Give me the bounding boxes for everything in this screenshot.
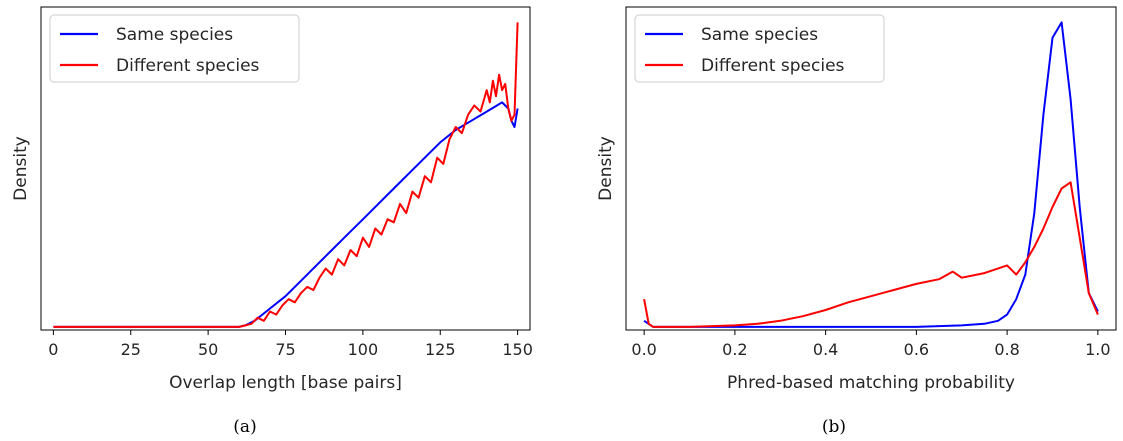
- legend-label-a-same: Same species: [116, 25, 233, 45]
- x-tick-label: 150: [502, 340, 533, 359]
- legend-box-b: [634, 14, 885, 83]
- x-ticks-a: 0 25 50 75 100 125 150: [48, 330, 533, 359]
- y-axis-label-b: Density: [596, 136, 616, 201]
- caption-b: (b): [822, 417, 846, 437]
- x-tick-label: 100: [348, 340, 379, 359]
- series-lines-a: [53, 22, 519, 328]
- x-ticks-b: 0.0 0.2 0.4 0.6 0.8 1.0: [631, 330, 1111, 359]
- series-lines-b: [643, 21, 1099, 328]
- panel-a: 0 25 50 75 100 125 150 Overlap length [base pa…: [11, 6, 533, 437]
- x-tick-label: 0.4: [813, 340, 838, 359]
- caption-a: (a): [233, 417, 256, 437]
- x-tick-label: 50: [198, 340, 218, 359]
- x-tick-label: 0.2: [722, 340, 747, 359]
- x-tick-label: 125: [425, 340, 456, 359]
- x-tick-label: 0: [48, 340, 58, 359]
- legend-a: Same species Different species: [49, 14, 300, 83]
- panel-b: 0.0 0.2 0.4 0.6 0.8 1.0 Phred-based matching …: [596, 6, 1117, 437]
- x-tick-label: 25: [121, 340, 141, 359]
- x-tick-label: 1.0: [1085, 340, 1110, 359]
- series-line-same-species: [643, 21, 1099, 328]
- legend-label-b-same: Same species: [701, 25, 818, 45]
- series-line-different-species: [643, 181, 1099, 328]
- x-axis-label-a: Overlap length [base pairs]: [169, 373, 402, 393]
- legend-label-b-diff: Different species: [701, 56, 845, 76]
- x-axis-label-b: Phred-based matching probability: [727, 373, 1015, 393]
- x-tick-label: 0.8: [994, 340, 1019, 359]
- x-tick-label: 0.0: [631, 340, 656, 359]
- x-tick-label: 0.6: [904, 340, 929, 359]
- legend-box-a: [49, 14, 300, 83]
- y-axis-label-a: Density: [11, 136, 31, 201]
- series-line-different-species: [53, 22, 519, 328]
- legend-b: Same species Different species: [634, 14, 885, 83]
- legend-label-a-diff: Different species: [116, 56, 260, 76]
- x-tick-label: 75: [275, 340, 295, 359]
